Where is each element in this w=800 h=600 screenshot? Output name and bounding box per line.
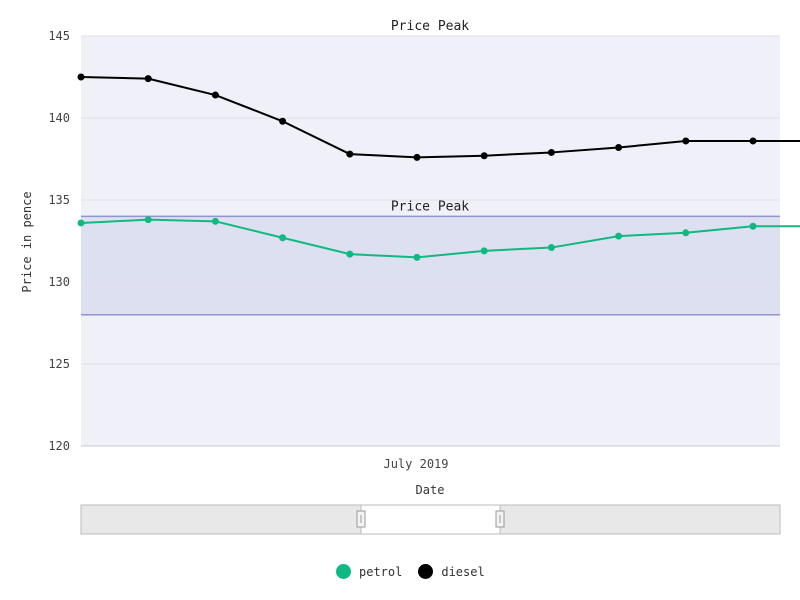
point-diesel-2 — [211, 91, 219, 99]
point-diesel-6 — [480, 152, 488, 160]
legend-label-petrol: petrol — [359, 564, 403, 579]
point-diesel-0 — [77, 73, 85, 81]
point-petrol-8 — [615, 232, 623, 240]
y-axis-title: Price in pence — [20, 191, 34, 292]
point-diesel-10 — [749, 137, 757, 145]
point-petrol-4 — [346, 250, 354, 258]
gridlines — [81, 35, 780, 447]
x-axis-title: Date — [416, 483, 445, 497]
x-axis-ticks: July 2019 — [383, 457, 448, 471]
legend-item-petrol[interactable]: petrol — [336, 564, 402, 579]
petrol-legend-marker-icon — [336, 564, 351, 579]
legend-label-diesel: diesel — [441, 564, 485, 579]
plot-bands: Price Peak Price Peak — [81, 19, 780, 316]
navigator-right-handle[interactable] — [495, 510, 505, 528]
point-diesel-8 — [615, 144, 623, 152]
point-petrol-7 — [547, 244, 555, 252]
point-petrol-1 — [144, 216, 152, 224]
plot-band-label-1: Price Peak — [391, 199, 469, 214]
point-diesel-5 — [413, 153, 421, 161]
navigator-selection[interactable] — [360, 504, 501, 535]
navigator-left-handle[interactable] — [356, 510, 366, 528]
y-tick-label-130: 130 — [48, 275, 70, 289]
y-tick-label-135: 135 — [48, 193, 70, 207]
point-diesel-9 — [682, 137, 690, 145]
point-diesel-3 — [279, 117, 287, 125]
y-tick-label-145: 145 — [48, 29, 70, 43]
y-tick-label-125: 125 — [48, 357, 70, 371]
series-layer — [77, 73, 800, 261]
point-diesel-1 — [144, 75, 152, 83]
point-petrol-5 — [413, 253, 421, 261]
plot-band-label-0: Price Peak — [391, 19, 469, 34]
point-diesel-7 — [547, 148, 555, 156]
point-petrol-0 — [77, 219, 85, 227]
point-petrol-10 — [749, 222, 757, 230]
y-tick-label-140: 140 — [48, 111, 70, 125]
point-petrol-2 — [211, 217, 219, 225]
plot-band-1 — [81, 216, 780, 315]
point-petrol-9 — [682, 229, 690, 237]
point-diesel-4 — [346, 150, 354, 158]
legend: petrol diesel — [336, 564, 501, 579]
y-axis-ticks: 120 125 130 135 140 145 — [48, 29, 70, 453]
point-petrol-3 — [279, 234, 287, 242]
legend-item-diesel[interactable]: diesel — [418, 564, 485, 579]
x-tick-label-0: July 2019 — [383, 457, 448, 471]
y-tick-label-120: 120 — [48, 439, 70, 453]
point-petrol-6 — [480, 247, 488, 255]
diesel-legend-marker-icon — [418, 564, 434, 579]
range-navigator[interactable] — [80, 504, 781, 535]
